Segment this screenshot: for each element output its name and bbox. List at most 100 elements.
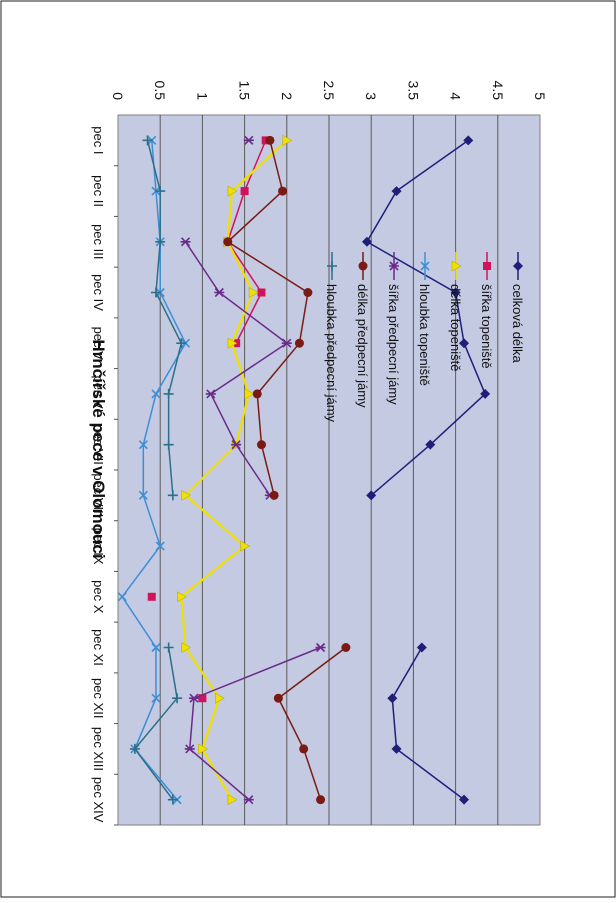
data-point xyxy=(240,187,249,196)
data-point xyxy=(269,490,279,500)
data-point xyxy=(227,337,238,349)
data-point xyxy=(155,541,165,551)
data-point xyxy=(244,388,255,400)
data-point xyxy=(180,237,191,247)
data-point xyxy=(167,490,178,501)
data-point xyxy=(450,287,461,298)
legend-marker xyxy=(483,262,491,270)
series-line xyxy=(277,646,347,800)
x-tick-label: pec V xyxy=(91,327,106,361)
series-line xyxy=(133,647,178,801)
data-point xyxy=(129,743,140,754)
legend-item: šířka předpecní jámy xyxy=(386,252,401,405)
x-axis: pec I pec II pec III pec IV pec V pec VI pec V… xyxy=(91,126,118,826)
series-line xyxy=(226,140,309,496)
series-group xyxy=(117,134,491,806)
series-line xyxy=(188,646,321,801)
data-point xyxy=(184,744,195,754)
legend-item: délka topeniště xyxy=(448,252,463,371)
data-point xyxy=(181,489,192,501)
data-point xyxy=(151,642,161,653)
data-point xyxy=(155,236,166,247)
series-line xyxy=(391,647,465,801)
y-tick-label: 2 xyxy=(279,92,295,100)
data-point xyxy=(172,693,183,704)
data-point xyxy=(163,388,174,399)
data-point xyxy=(177,591,187,603)
data-point xyxy=(281,338,292,348)
y-tick-label: 5 xyxy=(532,92,548,100)
data-point xyxy=(163,642,174,653)
x-tick-label: pec I xyxy=(91,126,106,154)
series-line xyxy=(146,140,183,496)
data-point xyxy=(243,795,254,805)
legend: celková délka šířka topeniště délka topeni… xyxy=(324,252,525,423)
x-tick-label: pec IV xyxy=(91,274,106,311)
legend-label: délka topeniště xyxy=(448,284,463,371)
legend-label: hloubka topeniště xyxy=(417,284,432,386)
series-7 xyxy=(129,135,187,805)
x-tick-label: pec X xyxy=(91,580,106,614)
data-point xyxy=(294,338,304,348)
x-tick-label: pec VI xyxy=(91,375,106,412)
legend-label: šířka předpecní jámy xyxy=(386,284,401,405)
x-tick-label: pec III xyxy=(91,224,106,259)
data-point xyxy=(227,794,238,806)
data-point xyxy=(147,592,156,601)
data-point xyxy=(256,440,266,450)
x-tick-label: pec IX xyxy=(91,528,106,565)
data-point xyxy=(303,288,313,297)
data-point xyxy=(205,389,216,399)
data-point xyxy=(181,642,192,653)
y-axis: 0 0.5 1 1.5 2 2.5 3 3.5 4 4.5 5 xyxy=(110,81,548,101)
y-tick-label: 1 xyxy=(194,92,210,100)
y-tick-label: 0.5 xyxy=(152,81,168,101)
data-point xyxy=(315,642,326,653)
legend-label: šířka topeniště xyxy=(479,284,494,369)
series-line xyxy=(184,241,289,496)
x-tick-label: pec VII xyxy=(91,424,106,464)
legend-marker xyxy=(420,261,430,271)
data-point xyxy=(243,135,254,145)
data-point xyxy=(223,237,233,247)
x-tick-label: pec XIII xyxy=(91,727,106,771)
data-point xyxy=(273,693,283,703)
x-tick-label: pec II xyxy=(91,175,106,207)
y-tick-label: 4 xyxy=(448,92,464,100)
legend-marker xyxy=(358,261,368,271)
series-6 xyxy=(223,135,351,805)
data-point xyxy=(227,185,238,197)
y-tick-label: 3 xyxy=(363,92,379,100)
data-point xyxy=(176,338,187,349)
data-point xyxy=(138,440,148,450)
y-tick-label: 1.5 xyxy=(237,81,253,101)
data-point xyxy=(316,795,326,805)
legend-label: hloubka předpecní jámy xyxy=(324,284,339,423)
data-point xyxy=(198,743,208,755)
data-point xyxy=(117,592,127,602)
data-point xyxy=(188,693,199,703)
data-point xyxy=(151,693,161,703)
data-point xyxy=(142,135,153,146)
data-point xyxy=(278,186,288,196)
legend-marker xyxy=(513,261,523,271)
legend-item: šířka topeniště xyxy=(479,252,494,369)
legend-item: celková délka xyxy=(510,252,525,364)
legend-marker xyxy=(389,261,399,271)
data-point xyxy=(214,287,225,298)
legend-item: hloubka předpecní jámy xyxy=(324,252,339,423)
y-tick-label: 0 xyxy=(110,92,126,100)
data-point xyxy=(240,540,251,552)
data-point xyxy=(167,794,178,805)
x-tick-label: pec VIII xyxy=(91,473,106,517)
data-point xyxy=(257,288,266,297)
data-point xyxy=(425,439,436,450)
y-tick-label: 3.5 xyxy=(405,81,421,101)
y-tick-label: 2.5 xyxy=(321,81,337,101)
legend-label: celková délka xyxy=(510,284,525,364)
data-point xyxy=(231,440,242,450)
legend-item: hloubka topeniště xyxy=(417,252,432,386)
data-point xyxy=(150,287,161,298)
